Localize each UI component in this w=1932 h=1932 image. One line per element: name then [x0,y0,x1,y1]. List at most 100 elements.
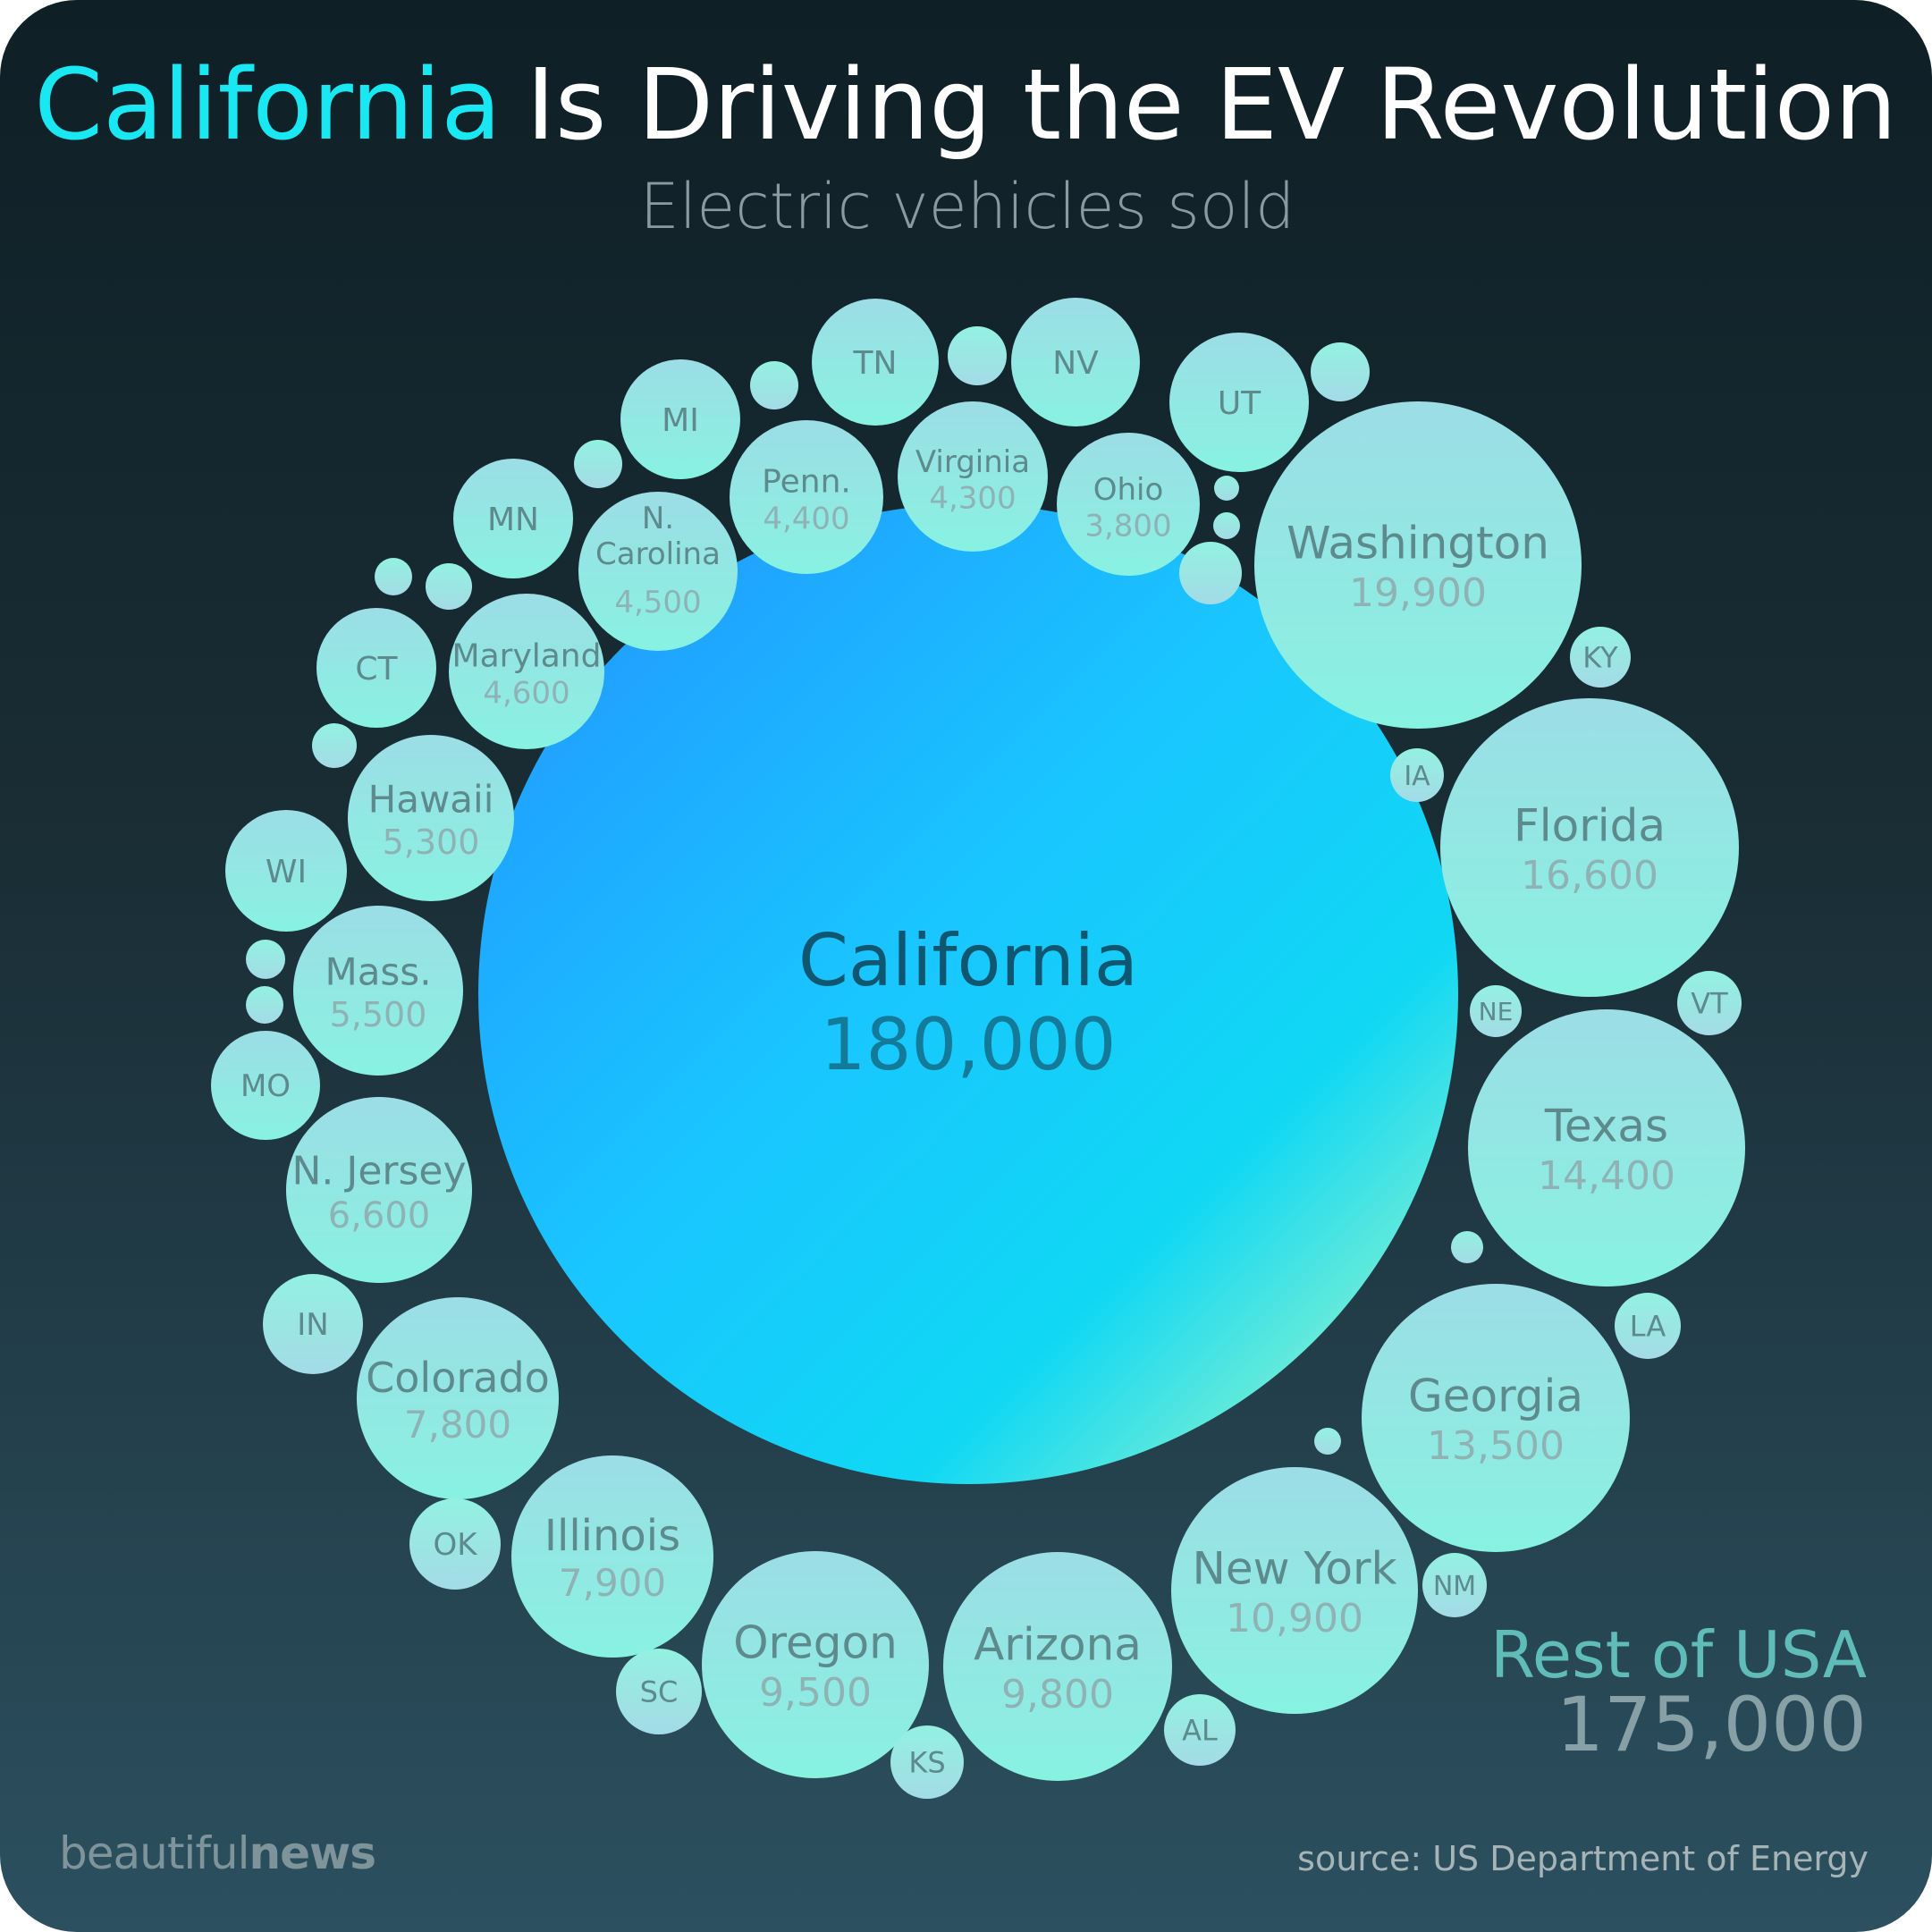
bubble-label-ohio: Ohio [1093,472,1164,508]
bubble-label-washington: Washington [1287,518,1549,569]
bubble-unlabeled-46 [1179,542,1242,604]
bubble-ok [409,1498,501,1590]
bubble-mn [453,459,573,578]
bubble-label-ut: UT [1218,385,1261,422]
bubble-unlabeled-49 [1451,1231,1483,1263]
bubble-label-mo: MO [240,1068,291,1104]
bubble-label-vt: VT [1691,987,1728,1021]
chart-title: California Is Driving the EV Revolution [34,47,1896,162]
bubble-sc [616,1649,702,1734]
bubble-la [1615,1293,1681,1359]
bubble-al [1164,1694,1236,1766]
bubble-label-ky: KY [1582,641,1618,675]
bubble-value-hawaii: 5,300 [383,823,480,862]
bubble-ct [316,608,436,728]
bubble-value-penn: 4,400 [763,502,849,537]
bubble-label-virginia: Virginia [915,444,1030,480]
bubble-label-california: California [798,919,1138,1002]
rest-of-usa-value: 175,000 [1557,1681,1867,1768]
bubble-illinois [511,1455,713,1658]
bubble-value-colorado: 7,800 [404,1403,511,1447]
bubble-ohio [1057,433,1200,576]
bubble-label-n-jersey: N. Jersey [291,1148,466,1194]
bubble-value-mass: 5,500 [330,995,427,1034]
bubble-ks [890,1725,964,1799]
bubble-maryland [449,594,604,749]
bubble-label-la: LA [1630,1310,1666,1344]
bubble-ky [1570,627,1631,688]
bubble-value-maryland: 4,600 [483,676,569,712]
brand-logo: beautifulnews [59,1827,375,1879]
bubble-tn [812,299,939,426]
bubble-label-al: AL [1182,1714,1218,1748]
bubble-value-illinois: 7,900 [559,1561,666,1605]
bubble-penn [730,420,883,574]
bubble-label-oregon: Oregon [733,1617,898,1669]
bubble-label-colorado: Colorado [366,1354,550,1402]
bubble-unlabeled-44 [246,940,285,979]
bubble-value-california: 180,000 [821,1003,1117,1086]
bubble-n-jersey [286,1097,472,1283]
bubble-label-sc: SC [640,1675,679,1709]
bubble-nm [1422,1553,1487,1617]
bubble-label-wi: WI [266,854,307,890]
bubble-label-mn: MN [487,502,539,538]
bubble-label-illinois: Illinois [544,1511,680,1561]
bubble-colorado [357,1297,559,1499]
bubble-unlabeled-45 [246,986,283,1024]
bubble-label-penn: Penn. [762,464,851,501]
bubble-nv [1011,298,1140,426]
bubble-n-carolina [578,492,738,651]
bubble-georgia [1362,1284,1630,1552]
bubble-unlabeled-41 [426,563,472,610]
bubble-label-georgia: Georgia [1408,1371,1583,1422]
bubble-unlabeled-40 [574,440,622,488]
bubble-mo [211,1031,320,1140]
bubble-value-n-carolina: 4,500 [614,585,701,620]
bubble-unlabeled-50 [1314,1428,1341,1455]
bubble-oregon [702,1551,929,1778]
bubble-california [478,504,1458,1484]
bubble-label-n-carolina-line1: N. [642,501,674,536]
bubble-mi [620,359,740,479]
bubble-label-florida: Florida [1514,800,1666,852]
bubble-label-hawaii: Hawaii [368,778,494,822]
bubble-unlabeled-47 [1213,512,1240,539]
bubble-arizona [943,1552,1172,1781]
bubble-label-ok: OK [433,1527,478,1563]
bubble-florida [1440,698,1739,997]
bubble-value-n-jersey: 6,600 [328,1195,431,1236]
bubble-unlabeled-38 [948,326,1007,385]
source-note: source: US Department of Energy [1297,1839,1869,1878]
bubble-washington [1254,401,1582,729]
bubble-label-ne: NE [1479,997,1514,1026]
title-highlight: California [34,47,501,162]
bubble-value-georgia: 13,500 [1427,1423,1565,1469]
bubble-label-maryland: Maryland [452,638,602,675]
bubble-label-ct: CT [355,651,398,688]
bubble-label-new-york: New York [1193,1543,1397,1595]
bubble-value-ohio: 3,800 [1084,509,1171,544]
bubble-value-texas: 14,400 [1538,1153,1675,1199]
bubble-value-oregon: 9,500 [759,1670,872,1716]
bubble-new-york [1171,1467,1418,1714]
bubble-value-arizona: 9,800 [1001,1672,1114,1717]
bubble-unlabeled-43 [312,723,357,768]
bubble-hawaii [348,735,514,901]
bubble-label-in: IN [297,1307,328,1343]
bubble-label-ia: IA [1404,761,1430,792]
bubble-in [263,1274,363,1374]
bubble-unlabeled-37 [1311,342,1370,401]
bubble-ne [1470,985,1522,1037]
bubble-label-nv: NV [1052,345,1099,382]
bubble-label-mass: Mass. [325,950,431,994]
bubble-label-texas: Texas [1544,1101,1668,1152]
bubble-value-florida: 16,600 [1521,853,1658,899]
bubble-texas [1468,1009,1745,1287]
bubble-value-washington: 19,900 [1349,570,1487,616]
bubble-unlabeled-42 [375,558,412,595]
bubble-label-tn: TN [853,345,898,382]
bubble-label-nm: NM [1433,1571,1476,1602]
